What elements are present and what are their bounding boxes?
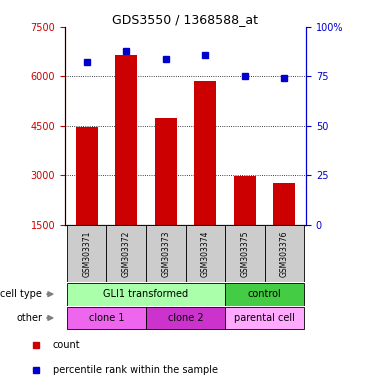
FancyBboxPatch shape <box>186 225 225 282</box>
Bar <box>273 184 295 225</box>
Text: GSM303374: GSM303374 <box>201 230 210 277</box>
Text: percentile rank within the sample: percentile rank within the sample <box>53 366 218 376</box>
FancyBboxPatch shape <box>265 225 304 282</box>
Text: other: other <box>16 313 42 323</box>
FancyBboxPatch shape <box>225 225 265 282</box>
Text: GSM303376: GSM303376 <box>280 230 289 277</box>
FancyBboxPatch shape <box>146 306 225 329</box>
Bar <box>194 81 216 225</box>
Text: GSM303375: GSM303375 <box>240 230 249 277</box>
FancyBboxPatch shape <box>225 283 304 306</box>
FancyBboxPatch shape <box>67 306 146 329</box>
Text: cell type: cell type <box>0 289 42 299</box>
FancyBboxPatch shape <box>225 306 304 329</box>
Text: count: count <box>53 340 80 350</box>
FancyBboxPatch shape <box>106 225 146 282</box>
FancyBboxPatch shape <box>67 283 225 306</box>
Text: clone 2: clone 2 <box>168 313 203 323</box>
Text: GSM303373: GSM303373 <box>161 230 170 277</box>
FancyBboxPatch shape <box>146 225 186 282</box>
Bar <box>115 55 137 225</box>
Text: GLI1 transformed: GLI1 transformed <box>104 289 188 299</box>
Bar <box>234 176 256 225</box>
Text: control: control <box>248 289 282 299</box>
Text: parental cell: parental cell <box>234 313 295 323</box>
FancyBboxPatch shape <box>67 225 106 282</box>
Text: GSM303371: GSM303371 <box>82 231 91 277</box>
Text: GDS3550 / 1368588_at: GDS3550 / 1368588_at <box>112 13 259 26</box>
Bar <box>155 118 177 225</box>
Bar <box>76 127 98 225</box>
Text: GSM303372: GSM303372 <box>122 231 131 277</box>
Text: clone 1: clone 1 <box>89 313 124 323</box>
